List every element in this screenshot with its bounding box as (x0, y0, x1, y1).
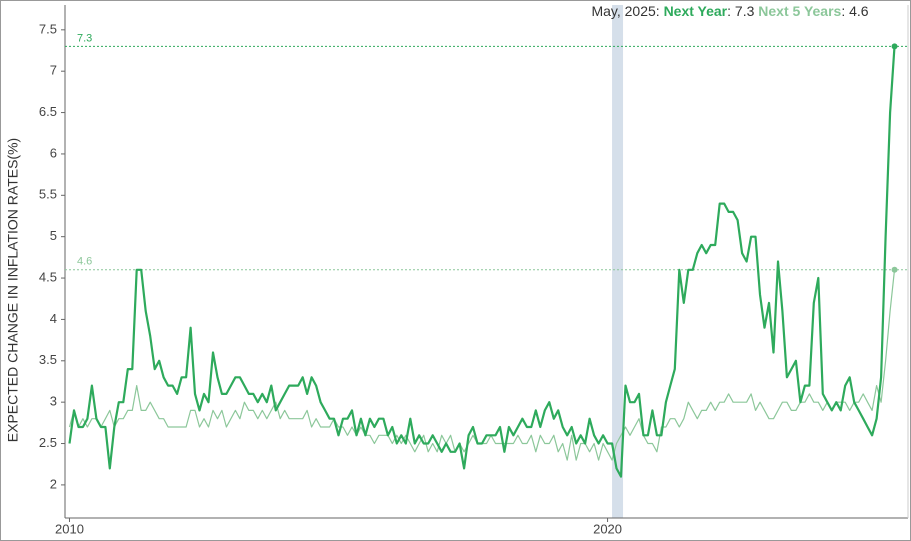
y-tick-label: 3.5 (39, 352, 57, 367)
tooltip-value: 7.3 (735, 3, 755, 19)
y-tick-label: 5.5 (39, 187, 57, 202)
sep: : (841, 3, 849, 19)
y-tick-label: 4.5 (39, 269, 57, 284)
sep: : (727, 3, 735, 19)
y-tick-label: 2 (50, 476, 57, 491)
end-point (891, 43, 898, 50)
end-point (891, 266, 898, 273)
sep: : (656, 3, 664, 19)
tooltip-series: Next Year (664, 3, 728, 19)
x-tick-label: 2010 (55, 521, 84, 536)
y-tick-label: 5 (50, 228, 57, 243)
series-line (68, 46, 896, 478)
tooltip-date: May, 2025 (591, 3, 656, 19)
y-tick-label: 7 (50, 63, 57, 78)
y-tick-label: 7.5 (39, 21, 57, 36)
y-axis-label: EXPECTED CHANGE IN INFLATION RATES(%) (5, 138, 21, 442)
x-tick-label: 2020 (593, 521, 622, 536)
recession-band (612, 5, 624, 518)
y-tick-label: 6.5 (39, 104, 57, 119)
tooltip-value: 4.6 (849, 3, 869, 19)
y-tick-label: 2.5 (39, 435, 57, 450)
y-tick-label: 4 (50, 311, 57, 326)
reference-label: 7.3 (77, 32, 92, 44)
tooltip-series: Next 5 Years (758, 3, 841, 19)
y-tick-label: 6 (50, 145, 57, 160)
tooltip: May, 2025: Next Year: 7.3 Next 5 Years: … (591, 3, 868, 19)
reference-label: 4.6 (77, 256, 92, 268)
y-tick-label: 3 (50, 394, 57, 409)
